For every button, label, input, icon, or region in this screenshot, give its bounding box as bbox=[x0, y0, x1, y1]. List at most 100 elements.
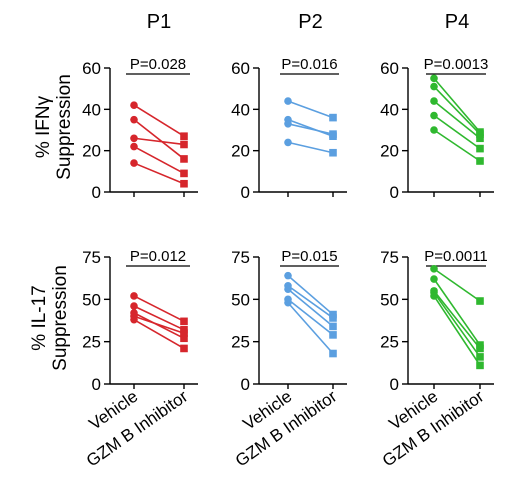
panel-title: P4 bbox=[445, 11, 469, 33]
vehicle-point bbox=[130, 142, 138, 151]
inhibitor-point bbox=[329, 130, 337, 138]
series-1 bbox=[130, 292, 188, 326]
y-title-top-line2: Suppression bbox=[54, 74, 75, 180]
y-tick-label: 20 bbox=[82, 142, 101, 161]
vehicle-point bbox=[430, 74, 438, 83]
series-5 bbox=[430, 292, 484, 370]
vehicle-point bbox=[130, 159, 138, 167]
p-value-label: P=0.012 bbox=[130, 248, 186, 265]
inhibitor-point bbox=[476, 361, 484, 370]
p-value-label: P=0.015 bbox=[281, 248, 337, 265]
y-tick-label: 50 bbox=[231, 290, 250, 309]
vehicle-point bbox=[284, 271, 292, 280]
series-line bbox=[433, 129, 481, 162]
series-line bbox=[433, 86, 481, 135]
y-tick-label: 60 bbox=[82, 59, 101, 78]
y-tick-label: 50 bbox=[380, 290, 399, 309]
series-5 bbox=[430, 126, 484, 165]
panel-2: P2 0 20 40 60 P=0.016 bbox=[231, 11, 347, 202]
series-line bbox=[287, 302, 334, 355]
y-tick-label: 25 bbox=[231, 333, 250, 352]
vehicle-point bbox=[284, 298, 292, 307]
y-tick-label: 40 bbox=[231, 100, 250, 119]
series-2 bbox=[430, 275, 484, 349]
y-tick-label: 20 bbox=[231, 142, 250, 161]
series-2 bbox=[430, 82, 484, 138]
series-line bbox=[133, 305, 185, 331]
series-4 bbox=[430, 288, 484, 361]
inhibitor-point bbox=[476, 134, 484, 143]
inhibitor-point bbox=[329, 314, 337, 322]
panels: P1 0 20 40 60 P=0.028 P2 0 20 40 60 P=0.016 P4 0 20 40 6… bbox=[82, 11, 494, 471]
y-tick-label: 0 bbox=[241, 375, 250, 394]
series-line bbox=[433, 100, 481, 139]
vehicle-point bbox=[130, 292, 138, 300]
y-title-bottom-line2: Suppression bbox=[50, 265, 71, 371]
series-line bbox=[433, 268, 481, 302]
series-4 bbox=[130, 142, 188, 178]
vehicle-point bbox=[284, 285, 292, 293]
vehicle-point bbox=[430, 82, 438, 91]
inhibitor-point bbox=[180, 329, 188, 337]
vehicle-point bbox=[284, 138, 292, 147]
series-line bbox=[433, 290, 481, 349]
y-title-top: % IFNγ Suppression bbox=[33, 74, 75, 180]
inhibitor-point bbox=[180, 140, 188, 149]
inhibitor-point bbox=[476, 130, 484, 138]
y-tick-label: 0 bbox=[241, 183, 250, 202]
panel-1: P1 0 20 40 60 P=0.028 bbox=[82, 11, 198, 202]
series-1 bbox=[130, 101, 188, 140]
series-line bbox=[133, 145, 185, 175]
y-tick-label: 0 bbox=[92, 375, 101, 394]
inhibitor-point bbox=[476, 344, 484, 353]
series-line bbox=[433, 77, 481, 133]
vehicle-point bbox=[430, 111, 438, 120]
series-3 bbox=[430, 97, 484, 143]
series-line bbox=[133, 119, 185, 160]
series-5 bbox=[284, 298, 337, 358]
y-tick-label: 0 bbox=[92, 183, 101, 202]
series-3 bbox=[284, 285, 337, 331]
y-tick-label: 0 bbox=[390, 375, 399, 394]
y-tick-label: 25 bbox=[380, 333, 399, 352]
inhibitor-point bbox=[329, 349, 337, 358]
series-line bbox=[287, 288, 334, 328]
inhibitor-point bbox=[180, 317, 188, 326]
series-5 bbox=[130, 159, 188, 188]
inhibitor-point bbox=[180, 179, 188, 188]
inhibitor-point bbox=[180, 334, 188, 343]
inhibitor-point bbox=[329, 322, 337, 331]
inhibitor-point bbox=[329, 113, 337, 122]
inhibitor-point bbox=[180, 132, 188, 140]
y-title-bottom: % IL-17 Suppression bbox=[29, 265, 71, 371]
series-2 bbox=[130, 115, 188, 163]
y-tick-label: 40 bbox=[380, 100, 399, 119]
panel-title: P2 bbox=[298, 11, 322, 33]
series-3 bbox=[430, 287, 484, 353]
y-tick-label: 50 bbox=[82, 290, 101, 309]
y-tick-label: 75 bbox=[82, 248, 101, 267]
series-line bbox=[287, 298, 334, 336]
series-line bbox=[433, 292, 481, 358]
series-line bbox=[287, 123, 334, 135]
y-tick-label: 25 bbox=[82, 333, 101, 352]
inhibitor-point bbox=[180, 169, 188, 178]
inhibitor-point bbox=[476, 157, 484, 165]
y-tick-label: 60 bbox=[231, 59, 250, 78]
y-tick-label: 40 bbox=[82, 100, 101, 119]
inhibitor-point bbox=[476, 297, 484, 305]
vehicle-point bbox=[430, 292, 438, 300]
vehicle-point bbox=[130, 315, 138, 324]
series-5 bbox=[130, 315, 188, 353]
series-3 bbox=[130, 309, 188, 343]
vehicle-point bbox=[430, 97, 438, 105]
vehicle-point bbox=[284, 97, 292, 105]
panel-3: P4 0 20 40 60 P=0.0013 bbox=[380, 11, 494, 202]
vehicle-point bbox=[284, 120, 292, 128]
series-line bbox=[133, 137, 185, 146]
series-line bbox=[133, 312, 185, 339]
